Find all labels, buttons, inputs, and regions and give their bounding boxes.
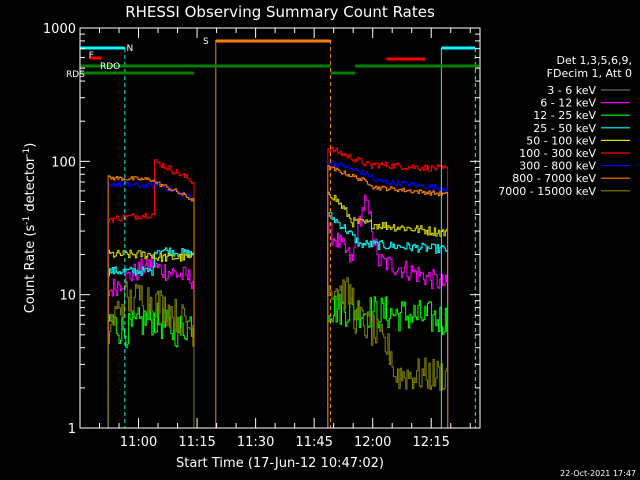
chart-title: RHESSI Observing Summary Count Rates xyxy=(125,3,435,21)
flag-label-rds: RDS xyxy=(66,70,85,80)
y-tick-label: 10 xyxy=(59,289,76,304)
series-line-1-seg0 xyxy=(107,255,195,428)
x-tick-label: 12:00 xyxy=(354,435,391,450)
series-line-2-seg0 xyxy=(107,302,195,428)
footer-date: 22-Oct-2021 17:47 xyxy=(560,469,636,478)
x-tick-label: 11:00 xyxy=(120,435,157,450)
legend-label-2: 12 - 25 keV xyxy=(533,109,596,122)
flag-label-n: N xyxy=(126,44,133,54)
series-line-7-seg1 xyxy=(327,165,449,428)
legend-header-1: Det 1,3,5,6,9, xyxy=(556,54,632,67)
series-line-2-seg1 xyxy=(327,293,449,428)
flag-label-rdo: RDO xyxy=(100,62,120,72)
series-line-5-seg0 xyxy=(107,159,195,428)
series-line-8-seg1 xyxy=(327,277,449,428)
series-line-7-seg0 xyxy=(107,175,195,428)
y-tick-label: 1000 xyxy=(43,22,76,37)
series-line-0-seg0 xyxy=(107,214,195,428)
plot-frame xyxy=(79,27,481,429)
series-line-6-seg1 xyxy=(327,160,449,428)
legend-label-8: 7000 - 15000 keV xyxy=(498,185,596,198)
flag-label-f: F xyxy=(89,51,94,61)
series-group xyxy=(107,146,449,428)
series-line-3-seg1 xyxy=(327,212,449,428)
series-line-8-seg0 xyxy=(107,281,195,428)
x-axis-label: Start Time (17-Jun-12 10:47:02) xyxy=(176,456,384,471)
series-line-4-seg1 xyxy=(327,191,449,428)
series-line-6-seg0 xyxy=(107,180,195,428)
series-line-1-seg1 xyxy=(327,194,449,428)
series-line-3-seg0 xyxy=(107,247,195,428)
x-tick-label: 11:45 xyxy=(295,435,332,450)
legend-header-2: FDecim 1, Att 0 xyxy=(547,67,632,80)
legend-label-3: 25 - 50 keV xyxy=(533,122,596,135)
legend-label-7: 800 - 7000 keV xyxy=(512,172,596,185)
y-tick-label: 100 xyxy=(51,155,76,170)
flag-label-s: S xyxy=(203,37,209,47)
legend-label-0: 3 - 6 keV xyxy=(547,84,596,97)
series-line-5-seg1 xyxy=(327,146,449,428)
y-tick-label: 1 xyxy=(68,422,76,437)
series-line-0-seg1 xyxy=(327,262,449,428)
x-tick-label: 11:30 xyxy=(237,435,274,450)
legend-label-5: 100 - 300 keV xyxy=(519,147,596,160)
series-line-4-seg0 xyxy=(107,249,195,428)
legend-label-6: 300 - 800 keV xyxy=(519,160,596,173)
legend-label-1: 6 - 12 keV xyxy=(540,97,596,110)
legend-label-4: 50 - 100 keV xyxy=(526,134,596,147)
y-axis-label: Count Rate (s-1 detector-1) xyxy=(22,143,38,314)
x-tick-label: 11:15 xyxy=(178,435,215,450)
x-tick-label: 12:15 xyxy=(412,435,449,450)
